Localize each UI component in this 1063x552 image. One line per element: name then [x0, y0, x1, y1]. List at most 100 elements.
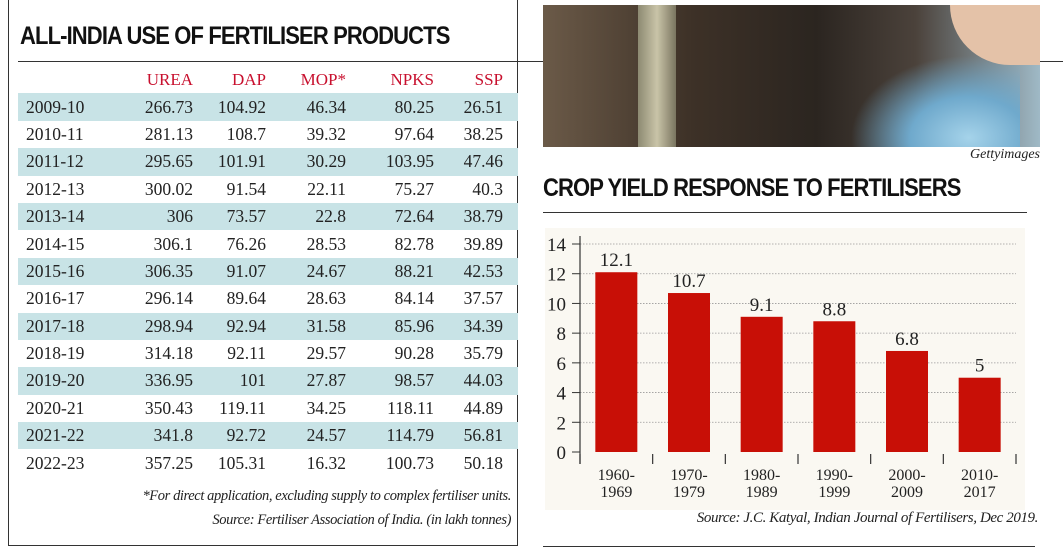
table-row: 2014-15 306.1 76.26 28.53 82.78 39.89 — [18, 230, 518, 257]
x-tick-label: 1960- — [598, 467, 635, 484]
value-cell: 46.34 — [266, 93, 346, 121]
y-tick-label: 14 — [547, 235, 567, 256]
table-row: 2020-21 350.43 119.11 34.25 118.11 44.89 — [18, 395, 518, 422]
value-cell: 100.73 — [385, 452, 434, 473]
bar — [886, 350, 928, 452]
value-cell: 119.11 — [219, 397, 266, 418]
divider — [18, 61, 1063, 62]
value-cell: 90.28 — [394, 343, 434, 364]
bar — [595, 272, 638, 452]
value-cell: 56.81 — [434, 422, 518, 450]
value-cell: 336.95 — [108, 367, 193, 395]
value-cell: 92.72 — [193, 422, 266, 450]
x-tick-label: 1979 — [673, 484, 705, 501]
value-cell: 85.96 — [346, 312, 434, 340]
value-cell: 281.13 — [144, 123, 193, 144]
data-label: 8.8 — [822, 299, 846, 320]
y-tick-label: 8 — [557, 324, 567, 345]
value-cell: 101.91 — [193, 148, 266, 176]
table-row: 2022-23 357.25 105.31 16.32 100.73 50.18 — [18, 449, 518, 476]
fertiliser-granules — [850, 55, 1020, 147]
value-cell: 298.94 — [108, 312, 193, 340]
value-cell: 306.35 — [108, 257, 193, 286]
value-cell: 80.25 — [346, 93, 434, 121]
table-source: Source: Fertiliser Association of India.… — [212, 512, 511, 528]
year-cell: 2015-16 — [18, 257, 108, 286]
y-tick-label: 12 — [547, 265, 566, 286]
value-cell: 97.64 — [394, 123, 434, 144]
year-cell: 2019-20 — [18, 367, 108, 395]
data-label: 6.8 — [895, 329, 919, 350]
value-cell: 28.53 — [306, 233, 346, 254]
value-cell: 37.57 — [463, 288, 503, 309]
x-tick-label: 1989 — [746, 484, 778, 501]
table-row: 2011-12 295.65 101.91 30.29 103.95 47.46 — [18, 148, 518, 176]
value-cell: 350.43 — [144, 397, 193, 418]
x-tick-label: 1999 — [818, 484, 850, 501]
y-tick-label: 0 — [557, 443, 567, 464]
table-row: 2021-22 341.8 92.72 24.57 114.79 56.81 — [18, 422, 518, 450]
year-cell: 2017-18 — [18, 312, 108, 340]
column-header: NPKS — [390, 69, 434, 89]
column-header: UREA — [146, 69, 193, 89]
value-cell: 300.02 — [144, 178, 193, 199]
column-header: DAP — [231, 69, 266, 89]
year-cell: 2014-15 — [26, 233, 85, 254]
table-row: 2019-20 336.95 101 27.87 98.57 44.03 — [18, 367, 518, 395]
table-row: 2015-16 306.35 91.07 24.67 88.21 42.53 — [18, 257, 518, 286]
value-cell: 314.18 — [144, 343, 193, 364]
table-row: 2012-13 300.02 91.54 22.11 75.27 40.3 — [18, 176, 518, 203]
year-cell: 2011-12 — [18, 148, 108, 176]
value-cell: 114.79 — [346, 422, 434, 450]
data-label: 10.7 — [672, 271, 705, 292]
bar — [958, 377, 1001, 452]
value-cell: 84.14 — [394, 288, 434, 309]
value-cell: 39.32 — [306, 123, 346, 144]
value-cell: 91.54 — [226, 178, 266, 199]
value-cell: 31.58 — [266, 312, 346, 340]
value-cell: 72.64 — [346, 202, 434, 231]
value-cell: 24.57 — [266, 422, 346, 450]
plant-stem — [638, 5, 676, 147]
year-cell: 2020-21 — [26, 397, 85, 418]
bar — [740, 316, 783, 452]
value-cell: 98.57 — [346, 367, 434, 395]
x-tick-label: 2009 — [891, 484, 923, 501]
value-cell: 296.14 — [144, 288, 193, 309]
value-cell: 35.79 — [463, 343, 503, 364]
chart-source: Source: J.C. Katyal, Indian Journal of F… — [696, 510, 1039, 526]
table-title: ALL-INDIA USE OF FERTILISER PRODUCTS — [20, 22, 450, 50]
value-cell: 295.65 — [108, 148, 193, 176]
y-tick-label: 4 — [557, 384, 567, 405]
value-cell: 306.1 — [153, 233, 193, 254]
fertiliser-table: UREA DAP MOP* NPKS SSP 2009-10 266.73 104.92 46… — [18, 66, 518, 477]
value-cell: 103.95 — [346, 148, 434, 176]
value-cell: 341.8 — [108, 422, 193, 450]
x-tick-label: 2017 — [964, 484, 996, 501]
value-cell: 108.7 — [226, 123, 266, 144]
value-cell: 30.29 — [266, 148, 346, 176]
value-cell: 266.73 — [108, 93, 193, 121]
value-cell: 357.25 — [144, 452, 193, 473]
fertiliser-photo — [543, 5, 1040, 147]
value-cell: 34.25 — [306, 397, 346, 418]
value-cell: 101 — [193, 367, 266, 395]
divider — [543, 546, 1035, 547]
column-header: MOP* — [300, 69, 346, 89]
value-cell: 76.26 — [226, 233, 266, 254]
value-cell: 75.27 — [394, 178, 434, 199]
table-row: 2018-19 314.18 92.11 29.57 90.28 35.79 — [18, 340, 518, 367]
chart-title: CROP YIELD RESPONSE TO FERTILISERS — [543, 174, 961, 202]
value-cell: 92.11 — [227, 343, 266, 364]
value-cell: 47.46 — [434, 148, 518, 176]
value-cell: 28.63 — [306, 288, 346, 309]
value-cell: 104.92 — [193, 93, 266, 121]
value-cell: 34.39 — [434, 312, 518, 340]
value-cell: 82.78 — [394, 233, 434, 254]
year-cell: 2018-19 — [26, 343, 85, 364]
column-header: SSP — [474, 69, 503, 89]
x-tick-label: 1970- — [670, 467, 707, 484]
value-cell: 73.57 — [193, 202, 266, 231]
value-cell: 44.89 — [463, 397, 503, 418]
